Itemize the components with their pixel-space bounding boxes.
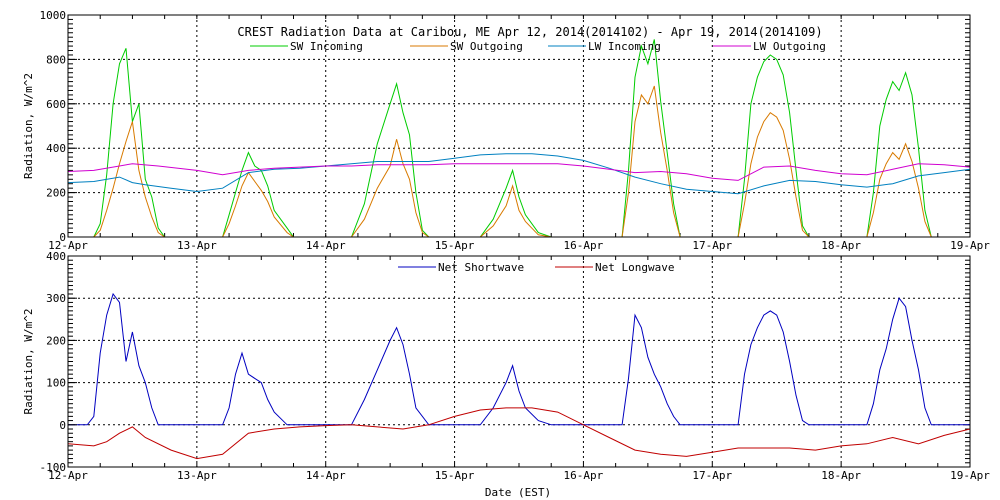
x-tick-label: 18-Apr [821,239,861,252]
bottom-panel-net-radiation: -100 0 100 200 300 400 12-Apr 13-Apr 14-Apr 15-Ap… [22,250,990,482]
x-tick-label: 19-Apr [950,239,990,252]
x-tick-label: 19-Apr [950,469,990,482]
y-axis-label: Radiation, W/m^2 [22,309,35,415]
x-tick-label: 17-Apr [692,469,732,482]
y-tick-label: 400 [46,142,66,155]
series-line-sw-incoming [68,39,970,238]
top-panel-radiation: 0 200 400 600 800 1000 12-Apr 13-Apr 14-Apr 15-Ap… [22,9,990,252]
y-tick-label: 600 [46,98,66,111]
y-tick-label: -100 [40,461,67,474]
x-tick-label: 15-Apr [435,239,475,252]
figure-title: CREST Radiation Data at Caribou, ME Apr … [237,25,822,39]
legend-entry: Net Shortwave [438,261,524,274]
y-tick-label: 0 [59,231,66,244]
legend-entry: LW Incoming [588,40,661,53]
minor-ticks [67,255,971,468]
x-tick-label: 13-Apr [177,239,217,252]
x-tick-label: 14-Apr [306,239,346,252]
series-line-sw-outgoing [68,85,970,238]
x-tick-label: 16-Apr [564,239,604,252]
legend-entry: SW Incoming [290,40,363,53]
x-tick-label: 15-Apr [435,469,475,482]
plot-frame [67,255,971,468]
x-tick-label: 14-Apr [306,469,346,482]
series-line-net-shortwave [68,292,970,426]
y-axis-label: Radiation, W/m^2 [22,73,35,179]
y-tick-label: 0 [59,419,66,432]
y-tick-label: 800 [46,53,66,66]
legend-entry: Net Longwave [595,261,674,274]
y-tick-label: 400 [46,250,66,263]
plot-frame [67,14,971,238]
series-line-lw-incoming [67,153,971,195]
x-tick-label: 18-Apr [821,469,861,482]
x-tick-label: 12-Apr [48,469,88,482]
y-tick-label: 100 [46,377,66,390]
x-tick-label: 17-Apr [692,239,732,252]
y-tick-label: 300 [46,292,66,305]
x-tick-label: 16-Apr [564,469,604,482]
series-line-lw-outgoing [67,163,971,181]
legend-entry: LW Outgoing [753,40,826,53]
x-tick-label: 12-Apr [48,239,88,252]
y-tick-label: 200 [46,187,66,200]
x-axis-label: Date (EST) [485,486,551,499]
x-tick-label: 13-Apr [177,469,217,482]
gridlines [68,15,970,237]
gridlines [68,256,970,467]
legend-entry: SW Outgoing [450,40,523,53]
y-tick-label: 1000 [40,9,67,22]
y-tick-label: 200 [46,334,66,347]
series-line-net-longwave [67,407,971,460]
